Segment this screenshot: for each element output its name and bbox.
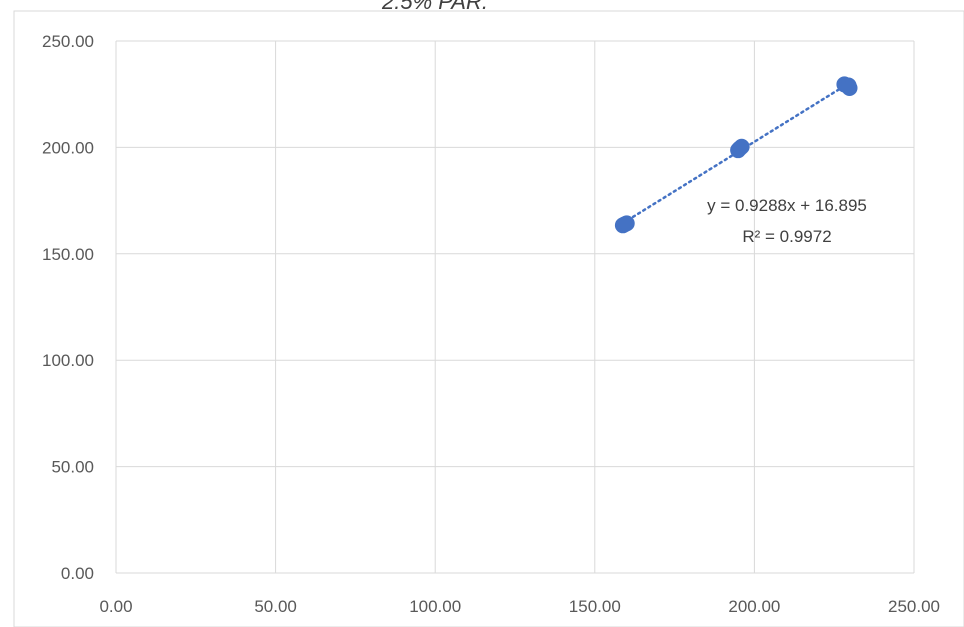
x-tick-label: 250.00 [888,597,940,616]
y-tick-label: 150.00 [42,245,94,264]
y-tick-label: 0.00 [61,564,94,583]
data-point [733,138,750,155]
y-tick-label: 250.00 [42,32,94,51]
data-point [618,215,635,232]
tick-labels: 0.00 50.00 100.00 150.00 200.00 250.00 0.00 50.… [42,32,940,616]
trendline-equation: y = 0.9288x + 16.895 [707,196,867,215]
y-tick-label: 200.00 [42,138,94,157]
chart-title: 2.5% PAR. [381,0,488,14]
x-tick-label: 50.00 [254,597,297,616]
gridlines [115,40,915,574]
y-tick-label: 50.00 [51,458,94,477]
trendline-r-squared: R² = 0.9972 [742,227,831,246]
chart-border [13,10,964,627]
data-point [841,80,858,97]
data-points [614,76,858,234]
x-tick-label: 200.00 [728,597,780,616]
y-tick-label: 100.00 [42,351,94,370]
x-tick-label: 0.00 [99,597,132,616]
x-tick-label: 100.00 [409,597,461,616]
x-tick-label: 150.00 [569,597,621,616]
